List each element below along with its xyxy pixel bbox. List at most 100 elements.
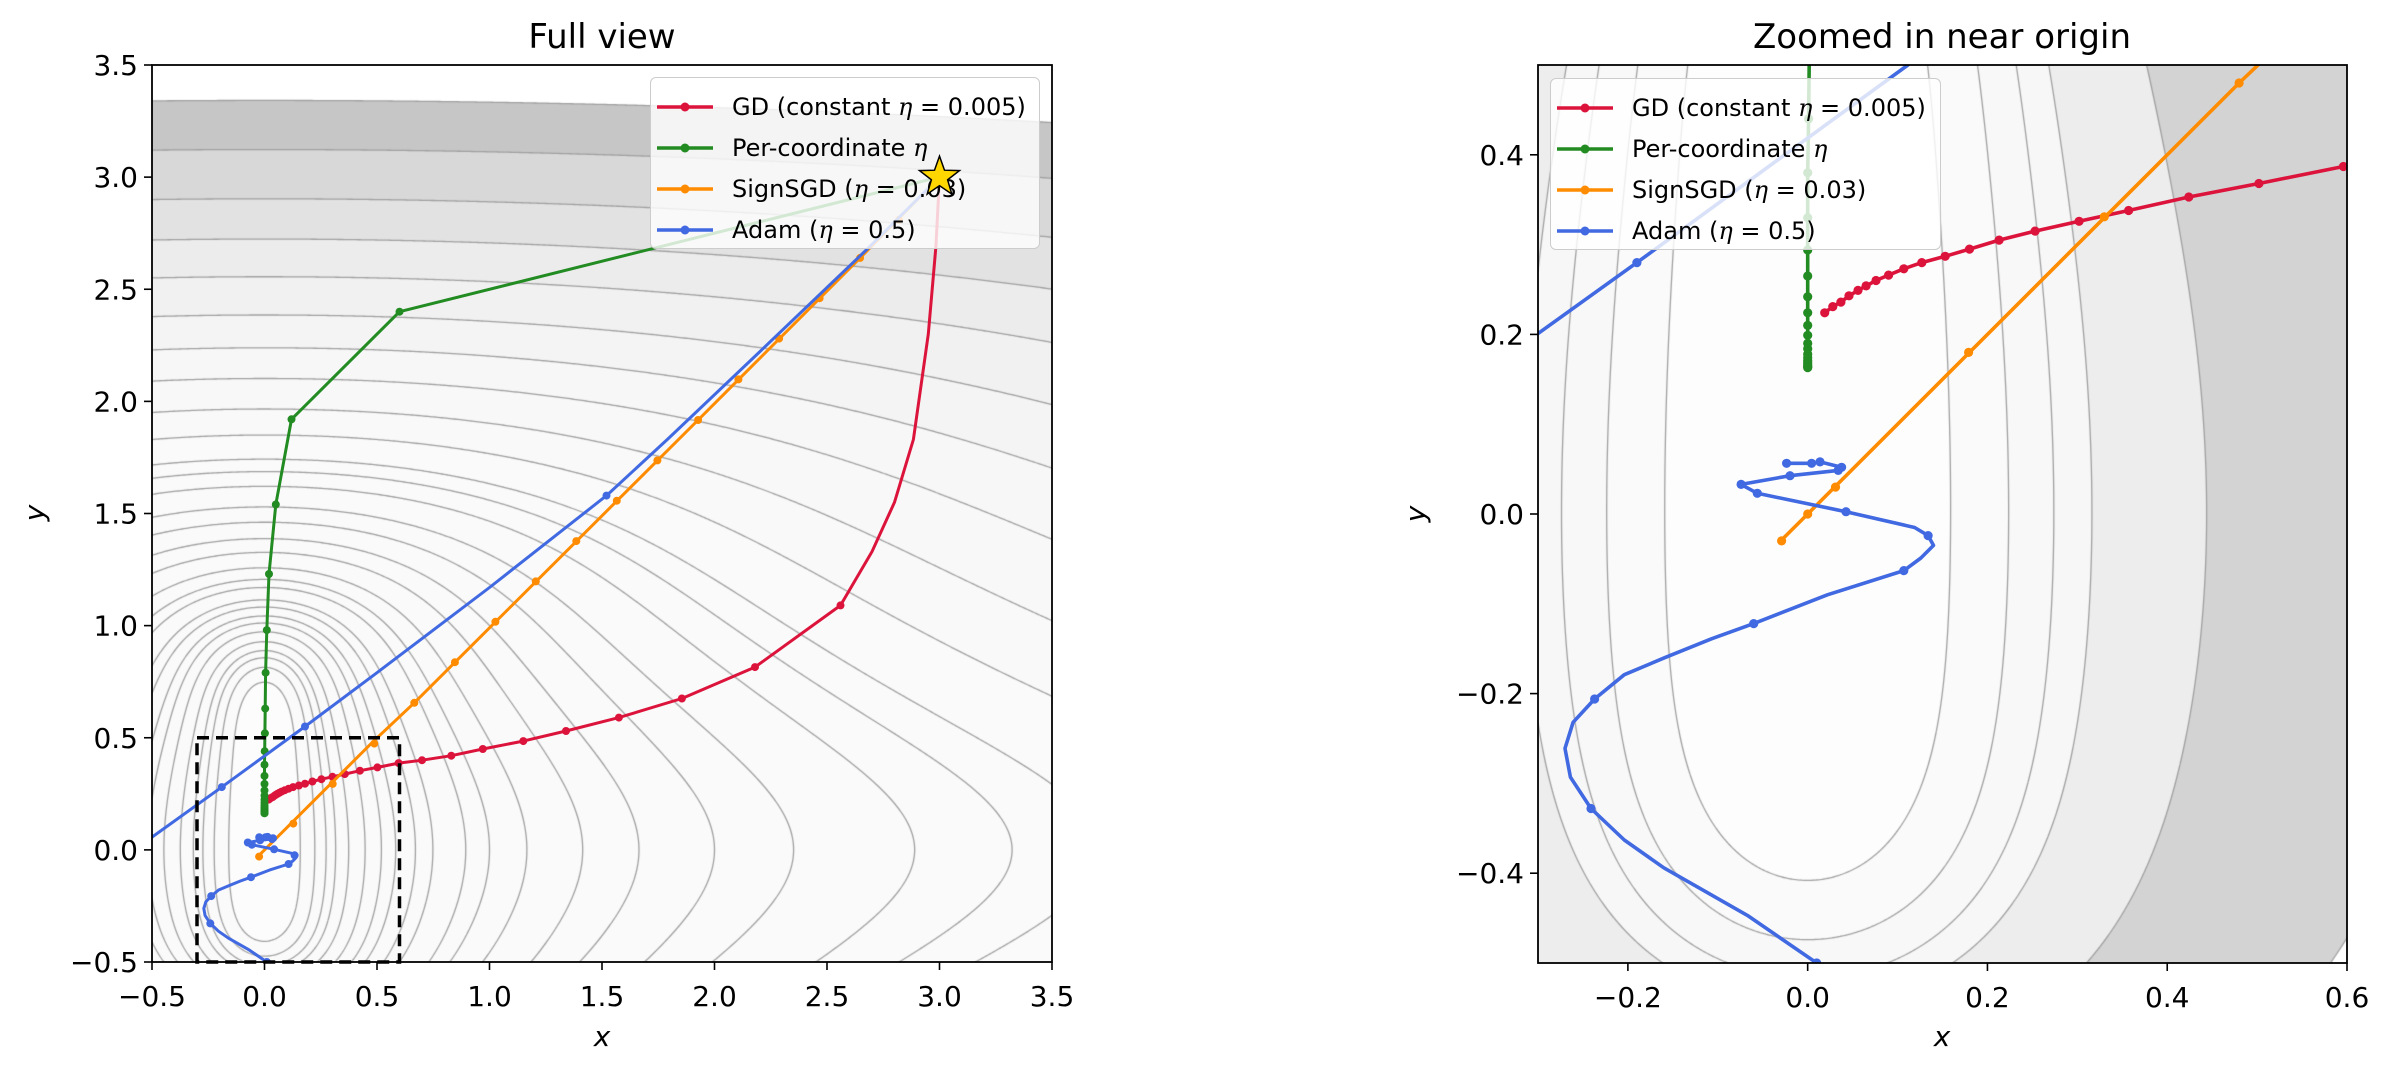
zoomed-view-axes-ticks: −0.2 0.0 0.2 0.4 0.6 −0.4 −0.2 0.0 0.2 0.4	[1456, 139, 2369, 1014]
x-tick-label: 1.0	[467, 980, 512, 1013]
marker-signsgd	[491, 617, 500, 626]
marker-gd	[308, 777, 317, 786]
marker-adam	[1899, 566, 1909, 576]
x-tick-label: −0.5	[118, 980, 186, 1013]
marker-gd	[1836, 297, 1846, 307]
full-view-legend: GD (constant η = 0.005) Per-coordinate η…	[650, 77, 1040, 249]
y-tick-label: 0.5	[93, 722, 138, 755]
legend-handle-adam-icon	[657, 225, 713, 234]
legend-label-adam: Adam (η = 0.5)	[732, 215, 916, 244]
marker-per-coordinate	[395, 307, 404, 316]
marker-signsgd	[2234, 78, 2244, 88]
full-view-axes-frame	[151, 64, 1053, 963]
marker-adam	[261, 833, 270, 842]
marker-signsgd	[572, 537, 581, 546]
y-tick-label: 0.0	[1479, 498, 1524, 531]
marker-signsgd	[370, 739, 379, 748]
marker-gd	[1964, 244, 1975, 254]
marker-per-coordinate	[1803, 292, 1813, 302]
y-tick-label: 3.5	[93, 49, 138, 82]
x-tick-label: −0.2	[1594, 981, 1662, 1014]
marker-gd	[751, 663, 759, 672]
marker-gd	[478, 745, 487, 753]
marker-gd	[301, 779, 309, 788]
full-view-title: Full view	[528, 17, 675, 57]
marker-gd	[317, 775, 326, 784]
zoomed-view-axes-frame	[1537, 64, 2348, 964]
legend-entry-signsgd: SignSGD (η = 0.03)	[1551, 169, 1940, 210]
legend-handle-gd-icon	[657, 102, 713, 111]
marker-gd	[1917, 258, 1927, 268]
marker-gd	[418, 756, 426, 765]
trajectory-signsgd	[1778, 65, 2260, 543]
marker-adam	[1837, 462, 1847, 472]
trajectory-per-coordinate	[263, 175, 941, 815]
x-tick-label: 0.0	[1785, 981, 1830, 1014]
legend-label-gd: GD (constant η = 0.005)	[1632, 93, 1926, 122]
marker-adam	[301, 722, 309, 731]
marker-adam	[1590, 694, 1600, 704]
y-tick-label: 1.0	[93, 610, 138, 643]
marker-gd	[1853, 285, 1863, 295]
marker-gd	[614, 713, 623, 722]
legend-handle-gd-icon	[1557, 103, 1613, 112]
marker-gd	[447, 751, 456, 760]
y-tick-label: 0.4	[1479, 139, 1524, 172]
trajectory-gd	[267, 175, 941, 802]
marker-gd	[2074, 216, 2084, 226]
marker-per-coordinate	[260, 771, 269, 780]
marker-signsgd	[612, 496, 621, 505]
trajectory-adam	[152, 175, 941, 839]
trajectory-adam	[202, 835, 298, 962]
marker-adam	[284, 860, 293, 868]
legend-entry-adam: Adam (η = 0.5)	[1551, 210, 1940, 251]
marker-per-coordinate	[1803, 320, 1813, 330]
legend-label-per-coordinate: Per-coordinate η	[1632, 134, 1828, 163]
marker-adam	[206, 919, 215, 928]
marker-adam	[243, 838, 252, 847]
marker-adam	[1841, 507, 1851, 517]
zoomed-view-title: Zoomed in near origin	[1753, 17, 2131, 57]
x-tick-label: 3.0	[917, 980, 962, 1013]
trajectory-adam	[1563, 460, 1936, 963]
zoomed-view-legend: GD (constant η = 0.005) Per-coordinate η…	[1550, 78, 1941, 250]
marker-gd	[2184, 192, 2194, 202]
marker-adam	[1807, 458, 1817, 468]
marker-per-coordinate	[1803, 330, 1813, 340]
marker-adam	[247, 873, 255, 882]
marker-per-coordinate	[262, 626, 271, 635]
marker-adam	[290, 851, 299, 860]
marker-signsgd	[2099, 212, 2109, 222]
y-tick-label: 0.2	[1479, 318, 1524, 351]
full-view-axes-ticks: −0.5 0.0 0.5 1.0 1.5 2.0 2.5 3.0 3.5 −0.5 0.0 0.5 1.…	[70, 49, 1074, 1013]
marker-gd	[836, 601, 845, 610]
marker-signsgd	[734, 375, 743, 384]
marker-adam	[1785, 471, 1795, 481]
y-tick-label: 3.0	[93, 161, 138, 194]
marker-signsgd	[410, 698, 419, 707]
marker-gd	[1899, 264, 1909, 274]
full-view-trajectories	[152, 175, 941, 962]
marker-gd	[2030, 226, 2040, 236]
zoom-region-box	[195, 736, 402, 964]
legend-label-adam: Adam (η = 0.5)	[1632, 216, 1816, 245]
marker-per-coordinate	[261, 704, 270, 713]
full-view-panel: Full view x y −0.5 0.0 0.5 1.0 1.5 2.0 2.5 3.0 3…	[18, 17, 1074, 1053]
zoomed-view-y-axis-label: y	[1399, 505, 1432, 523]
y-tick-label: −0.5	[70, 946, 138, 979]
x-tick-label: 0.4	[2145, 981, 2190, 1014]
marker-signsgd	[255, 852, 264, 861]
marker-signsgd	[694, 416, 703, 424]
legend-handle-per-coordinate-icon	[1557, 144, 1613, 153]
marker-signsgd	[1964, 347, 1974, 357]
legend-entry-signsgd: SignSGD (η = 0.03)	[651, 168, 1039, 209]
y-tick-label: 1.5	[93, 498, 138, 531]
marker-gd	[2254, 178, 2264, 189]
marker-adam	[1586, 803, 1596, 814]
marker-adam	[1736, 479, 1746, 489]
marker-gd	[562, 727, 570, 735]
marker-signsgd	[531, 577, 540, 586]
y-tick-label: −0.2	[1456, 678, 1524, 711]
